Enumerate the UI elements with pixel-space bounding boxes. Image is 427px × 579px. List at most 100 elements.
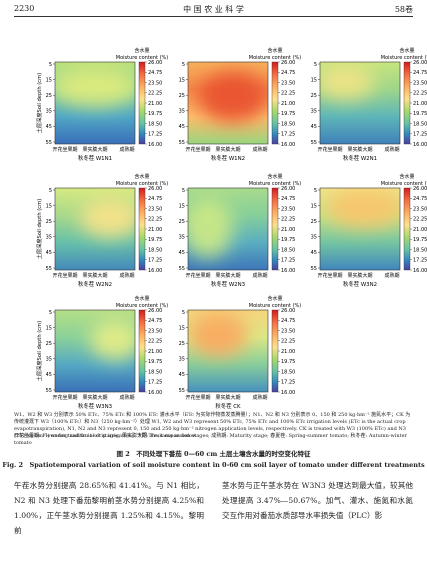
y-tick-label: 5	[182, 310, 185, 316]
colorbar-title-zh: 含水量	[134, 173, 149, 180]
panel-label: 秋冬茬 W1N2	[211, 154, 245, 162]
colorbar-tick-label: 26.00	[148, 308, 162, 314]
y-tick-label: 15	[179, 77, 185, 83]
colorbar-tick-label: 19.75	[281, 237, 295, 243]
panel-label: 秋冬茬 W3N2	[343, 280, 377, 288]
colorbar-tick-label: 21.00	[148, 349, 162, 355]
colorbar-tick-label: 24.75	[413, 196, 427, 202]
colorbar	[271, 309, 279, 393]
colorbar-tick-label: 22.25	[281, 91, 295, 97]
y-tick-label: 35	[46, 235, 52, 241]
heatmap-blob	[320, 64, 375, 100]
x-tick-label: 果实膨大期	[215, 146, 240, 153]
caption-en: Fig. 2 Spatiotemporal variation of soil …	[2, 461, 425, 469]
x-tick-label: 成熟期	[384, 272, 399, 279]
body-right: 茎水势与正午茎水势在 W3N3 处理达到最大值，较其他处理提高 3.47%—50…	[222, 481, 413, 520]
y-tick-label: 25	[46, 93, 52, 99]
colorbar-tick-label: 18.50	[413, 247, 427, 253]
figure-note: W1、W2 和 W3 分别表示 50% ETc、75% ETc 和 100% E…	[14, 412, 411, 439]
y-tick-label: 5	[49, 188, 52, 194]
plot-frame	[319, 187, 401, 271]
colorbar-tick-label: 26.00	[413, 186, 427, 192]
y-tick-label: 25	[179, 341, 185, 347]
colorbar-tick-label: 22.25	[148, 91, 162, 97]
x-tick-label: 果实膨大期	[82, 146, 107, 153]
colorbar-tick-label: 19.75	[281, 111, 295, 117]
x-tick-label: 成熟期	[252, 272, 267, 279]
y-tick-label: 55	[179, 140, 185, 146]
y-tick-label: 25	[46, 219, 52, 225]
colorbar	[403, 61, 411, 145]
colorbar-tick-label: 24.75	[148, 70, 162, 76]
colorbar-title-zh: 含水量	[267, 47, 282, 54]
colorbar	[138, 61, 146, 145]
heatmap-blob	[188, 313, 248, 357]
colorbar-tick-label: 22.25	[281, 339, 295, 345]
y-tick-label: 25	[311, 93, 317, 99]
colorbar-tick-label: 23.50	[413, 206, 427, 212]
y-tick-label: 55	[46, 266, 52, 272]
y-tick-label: 5	[182, 188, 185, 194]
panel-label: 秋冬茬 W3N3	[78, 402, 112, 410]
page-number: 2230	[14, 4, 35, 13]
x-tick-label: 果实膨大期	[347, 146, 372, 153]
x-tick-label: 成熟期	[119, 272, 134, 279]
panel-label: 秋冬茬 W1N1	[78, 154, 112, 162]
colorbar-tick-label: 18.50	[148, 247, 162, 253]
colorbar-title-en: Moisture content (%)	[116, 303, 169, 309]
y-tick-label: 25	[179, 93, 185, 99]
colorbar-tick-label: 18.50	[148, 121, 162, 127]
colorbar-tick-label: 17.25	[281, 132, 295, 138]
colorbar-tick-label: 23.50	[281, 206, 295, 212]
y-axis-label: 土层深度Soil depth (cm)	[35, 73, 43, 133]
colorbar-tick-label: 17.25	[281, 380, 295, 386]
colorbar-tick-label: 16.00	[281, 142, 295, 148]
x-tick-label: 果实膨大期	[347, 272, 372, 279]
colorbar-tick-label: 21.00	[148, 227, 162, 233]
colorbar-tick-label: 24.75	[281, 318, 295, 324]
colorbar-tick-label: 24.75	[148, 318, 162, 324]
x-tick-label: 果实膨大期	[82, 272, 107, 279]
y-tick-label: 45	[179, 372, 185, 378]
heatmap	[320, 62, 400, 144]
colorbar-tick-label: 23.50	[281, 328, 295, 334]
colorbar-tick-label: 22.25	[413, 217, 427, 223]
y-tick-label: 45	[179, 124, 185, 130]
colorbar-tick-label: 18.50	[148, 369, 162, 375]
colorbar-tick-label: 17.25	[281, 258, 295, 264]
colorbar-tick-label: 21.00	[281, 101, 295, 107]
colorbar-title-en: Moisture content (%)	[249, 181, 302, 187]
heatmap	[188, 310, 268, 392]
plot-frame	[187, 61, 269, 145]
y-tick-label: 35	[46, 357, 52, 363]
y-tick-label: 5	[49, 62, 52, 68]
panel: 5 15 25 35 45 55 土层深度Soil depth (cm) 开花坐果期 果实膨大期…	[35, 295, 168, 410]
colorbar-tick-label: 18.50	[281, 247, 295, 253]
y-tick-label: 15	[46, 203, 52, 209]
x-tick-label: 开花坐果期	[52, 146, 77, 153]
colorbar-tick-label: 21.00	[281, 349, 295, 355]
x-tick-label: 成熟期	[252, 146, 267, 153]
volume: 58卷	[394, 5, 413, 14]
colorbar-tick-label: 16.00	[148, 390, 162, 396]
colorbar-title-zh: 含水量	[134, 295, 149, 302]
colorbar-tick-label: 24.75	[281, 70, 295, 76]
y-tick-label: 15	[46, 325, 52, 331]
plot-frame	[54, 309, 136, 393]
colorbar-tick-label: 18.50	[413, 121, 427, 127]
colorbar-tick-label: 19.75	[413, 237, 427, 243]
y-tick-label: 55	[179, 266, 185, 272]
heatmap	[188, 188, 268, 270]
x-tick-label: 开花坐果期	[52, 272, 77, 279]
heatmap-blob	[90, 320, 135, 360]
caption-zh: 图 2 不同处理下番茄 0—60 cm 土层土壤含水量的时空变化特征	[116, 450, 311, 458]
x-tick-label: 成熟期	[119, 146, 134, 153]
y-tick-label: 35	[179, 235, 185, 241]
colorbar-tick-label: 18.50	[281, 121, 295, 127]
colorbar-tick-label: 17.25	[148, 258, 162, 264]
x-tick-label: 开花坐果期	[185, 272, 210, 279]
colorbar	[271, 61, 279, 145]
